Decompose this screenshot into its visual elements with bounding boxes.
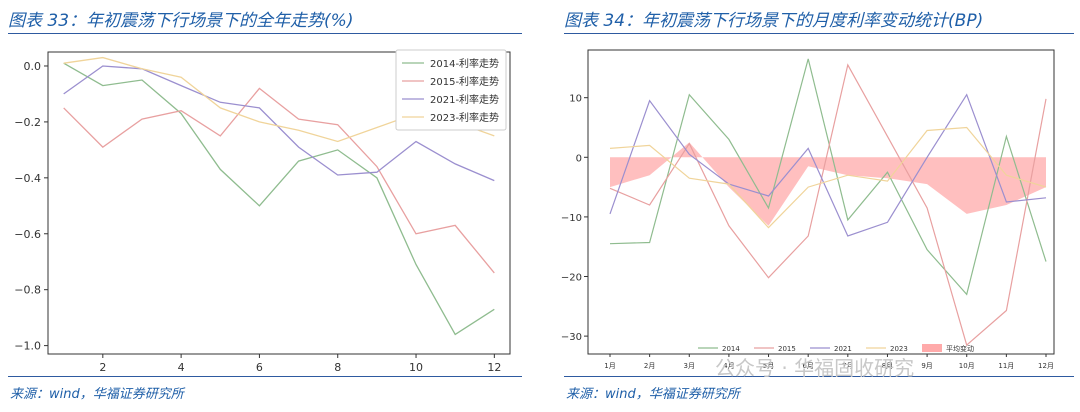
x-tick-label: 9月: [921, 362, 932, 370]
y-tick-label: 10: [569, 94, 582, 105]
right-chart-title: 图表 34：年初震荡下行场景下的月度利率变动统计(BP): [564, 11, 984, 31]
x-tick-label: 2月: [644, 362, 655, 370]
legend-label: 2021: [834, 345, 852, 353]
x-tick-label: 12月: [1038, 362, 1054, 370]
x-tick-label: 5月: [763, 362, 774, 370]
series-line: [609, 58, 1047, 296]
x-tick-label: 10月: [959, 362, 975, 370]
series-line: [609, 63, 1047, 347]
y-tick-label: 0: [576, 153, 582, 164]
right-bottom-rule: [564, 376, 1074, 377]
x-tick-label: 1月: [604, 362, 615, 370]
y-tick-label: −0.6: [14, 228, 41, 241]
legend-label: 平均变动: [946, 344, 974, 353]
series-line: [63, 62, 495, 336]
x-tick-label: 4月: [723, 362, 734, 370]
y-tick-label: −0.4: [14, 172, 41, 185]
legend-label: 2021-利率走势: [430, 93, 499, 106]
x-tick-label: 6: [256, 361, 263, 374]
x-tick-label: 10: [409, 361, 423, 374]
left-chart-title: 图表 33：年初震荡下行场景下的全年走势(%): [8, 11, 354, 31]
series-line: [609, 93, 1047, 237]
left-source-note: 来源：wind，华福证券研究所: [10, 387, 184, 402]
series-line: [63, 65, 495, 182]
y-tick-label: −0.2: [14, 116, 41, 129]
x-tick-label: 7月: [842, 362, 853, 370]
legend-label: 2014-利率走势: [430, 57, 499, 70]
legend-label: 2014: [722, 345, 740, 353]
right-source-note: 来源：wind，华福证券研究所: [566, 387, 740, 402]
y-tick-label: 0.0: [24, 60, 42, 73]
legend-label: 2015-利率走势: [430, 75, 499, 88]
y-tick-label: −0.8: [14, 284, 41, 297]
x-tick-label: 6月: [802, 362, 813, 370]
x-tick-label: 8: [334, 361, 341, 374]
legend-label: 2023-利率走势: [430, 111, 499, 124]
legend-box: [395, 49, 507, 131]
x-tick-label: 2: [99, 361, 106, 374]
x-tick-label: 4: [178, 361, 185, 374]
plot-frame: [47, 51, 511, 355]
left-title-rule: [8, 33, 522, 34]
x-tick-label: 11月: [998, 362, 1014, 370]
series-line: [609, 126, 1047, 229]
left-line-chart: 0.0 −0.2 −0.4 −0.6 −0.8 −1.0 2 4 6 8 10 12 2014-利率走势…: [14, 49, 511, 374]
y-tick-label: −10: [561, 213, 582, 224]
watermark: 公众号 · 华福固收研究: [715, 356, 915, 380]
legend-label: 2015: [778, 345, 796, 353]
series-line: [63, 87, 495, 274]
plot-frame: [587, 49, 1055, 355]
left-bottom-rule: [8, 376, 522, 377]
y-tick-label: −20: [561, 273, 582, 284]
x-tick-label: 12: [487, 361, 501, 374]
y-tick-label: −30: [561, 332, 582, 343]
x-tick-label: 8月: [882, 362, 893, 370]
x-tick-label: 3月: [684, 362, 695, 370]
legend-swatch: [922, 344, 942, 352]
average-change-area: [610, 142, 1046, 226]
y-tick-label: −1.0: [14, 340, 41, 353]
right-line-chart: 10 0 −10 −20 −30 1月 2月 3月 4月 5月 6月 7月 8月 9月 10月 11月 12月 2…: [561, 49, 1055, 370]
legend-label: 2023: [890, 345, 908, 353]
right-title-rule: [564, 33, 1074, 34]
